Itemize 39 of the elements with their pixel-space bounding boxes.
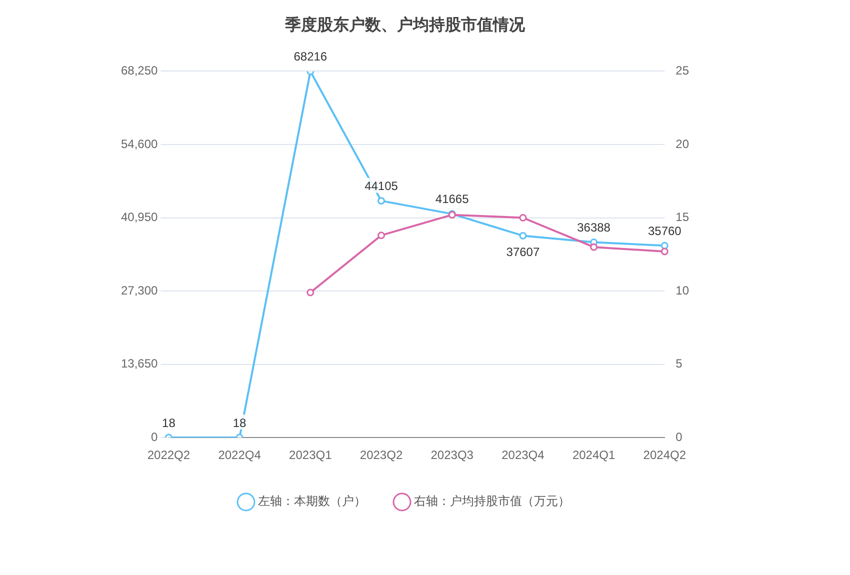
y-tick-label: 54,600 xyxy=(121,136,158,151)
x-tick-label: 2022Q4 xyxy=(218,448,262,462)
data-label: 37607 xyxy=(506,245,540,260)
x-tick-label: 2023Q2 xyxy=(360,448,403,462)
y2-tick-label: 10 xyxy=(676,283,690,298)
point xyxy=(378,197,386,205)
y2-tick-label: 25 xyxy=(676,64,690,78)
x-tick-label: 2023Q3 xyxy=(430,448,474,462)
point xyxy=(590,243,598,251)
data-label: 44105 xyxy=(364,179,398,194)
point xyxy=(660,248,668,256)
x-tick-label: 2023Q4 xyxy=(502,448,545,462)
data-label: 18 xyxy=(162,416,176,430)
point xyxy=(660,242,668,250)
data-label: 68216 xyxy=(294,50,328,64)
data-label: 41665 xyxy=(435,192,470,206)
chart-title: 季度股东户数、户均持股市值情况 xyxy=(284,14,526,34)
x-tick-label: 2023Q1 xyxy=(289,448,332,462)
point xyxy=(519,232,527,240)
y-tick-label: 27,300 xyxy=(121,283,158,298)
y-tick-label: 68,250 xyxy=(121,64,158,78)
x-tick-label: 2024Q2 xyxy=(643,448,686,462)
y-tick-label: 0 xyxy=(151,430,158,444)
y-tick-label: 13,650 xyxy=(121,356,158,371)
x-tick-label: 2024Q1 xyxy=(572,448,616,462)
y2-tick-label: 20 xyxy=(676,136,690,151)
point xyxy=(306,288,314,296)
legend-label: 右轴：户均持股市值（万元） xyxy=(414,494,570,508)
data-label: 36388 xyxy=(577,220,611,235)
legend-label: 左轴：本期数（户） xyxy=(258,494,366,508)
point xyxy=(519,214,527,222)
y2-tick-label: 15 xyxy=(676,210,690,224)
data-label: 18 xyxy=(232,416,247,430)
x-tick-label: 2022Q2 xyxy=(147,448,190,462)
y2-tick-label: 5 xyxy=(676,356,683,371)
y2-tick-label: 0 xyxy=(676,430,683,444)
y-tick-label: 40,950 xyxy=(121,210,158,224)
data-label: 35760 xyxy=(648,224,682,238)
point xyxy=(378,232,386,240)
